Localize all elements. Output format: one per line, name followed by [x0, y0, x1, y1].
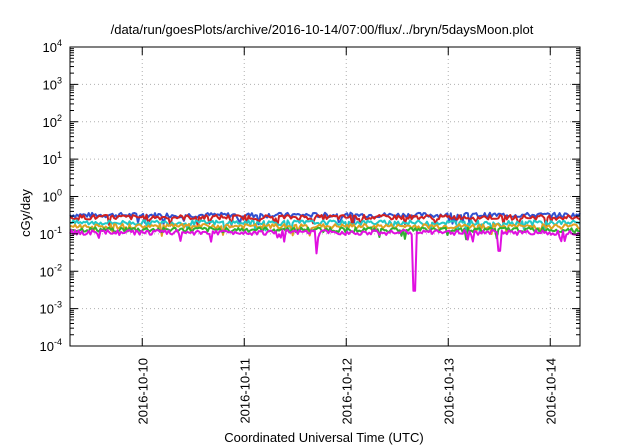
y-tick-label: 10-1	[40, 225, 62, 242]
series-line-6	[69, 229, 581, 292]
x-tick-label: 2016-10-10	[135, 358, 150, 425]
y-tick-label: 100	[43, 188, 62, 205]
x-tick-label: 2016-10-12	[339, 358, 354, 425]
y-tick-label: 104	[43, 38, 62, 55]
series-line-4	[69, 223, 581, 237]
y-tick-label: 103	[43, 75, 62, 92]
series-layer	[69, 211, 581, 292]
y-tick-label: 102	[43, 113, 62, 130]
x-tick-label: 2016-10-13	[441, 358, 456, 425]
x-axis-label: Coordinated Universal Time (UTC)	[224, 430, 423, 445]
grid	[70, 47, 580, 346]
y-tick-label: 10-2	[40, 262, 62, 279]
y-tick-label: 10-3	[40, 300, 62, 317]
y-tick-label: 10-4	[40, 337, 62, 354]
y-tick-label: 101	[43, 150, 62, 167]
ticks: 10-4 10-3 10-2 10-1 100 101 102 103 104 2016-10-1…	[40, 38, 580, 425]
series-line-1	[69, 211, 581, 226]
y-axis-label: cGy/day	[18, 189, 33, 237]
series-line-2	[69, 214, 581, 228]
x-tick-label: 2016-10-14	[543, 358, 558, 425]
chart-title: /data/run/goesPlots/archive/2016-10-14/0…	[111, 22, 534, 37]
x-tick-label: 2016-10-11	[237, 358, 252, 424]
series-line-3	[69, 219, 581, 233]
